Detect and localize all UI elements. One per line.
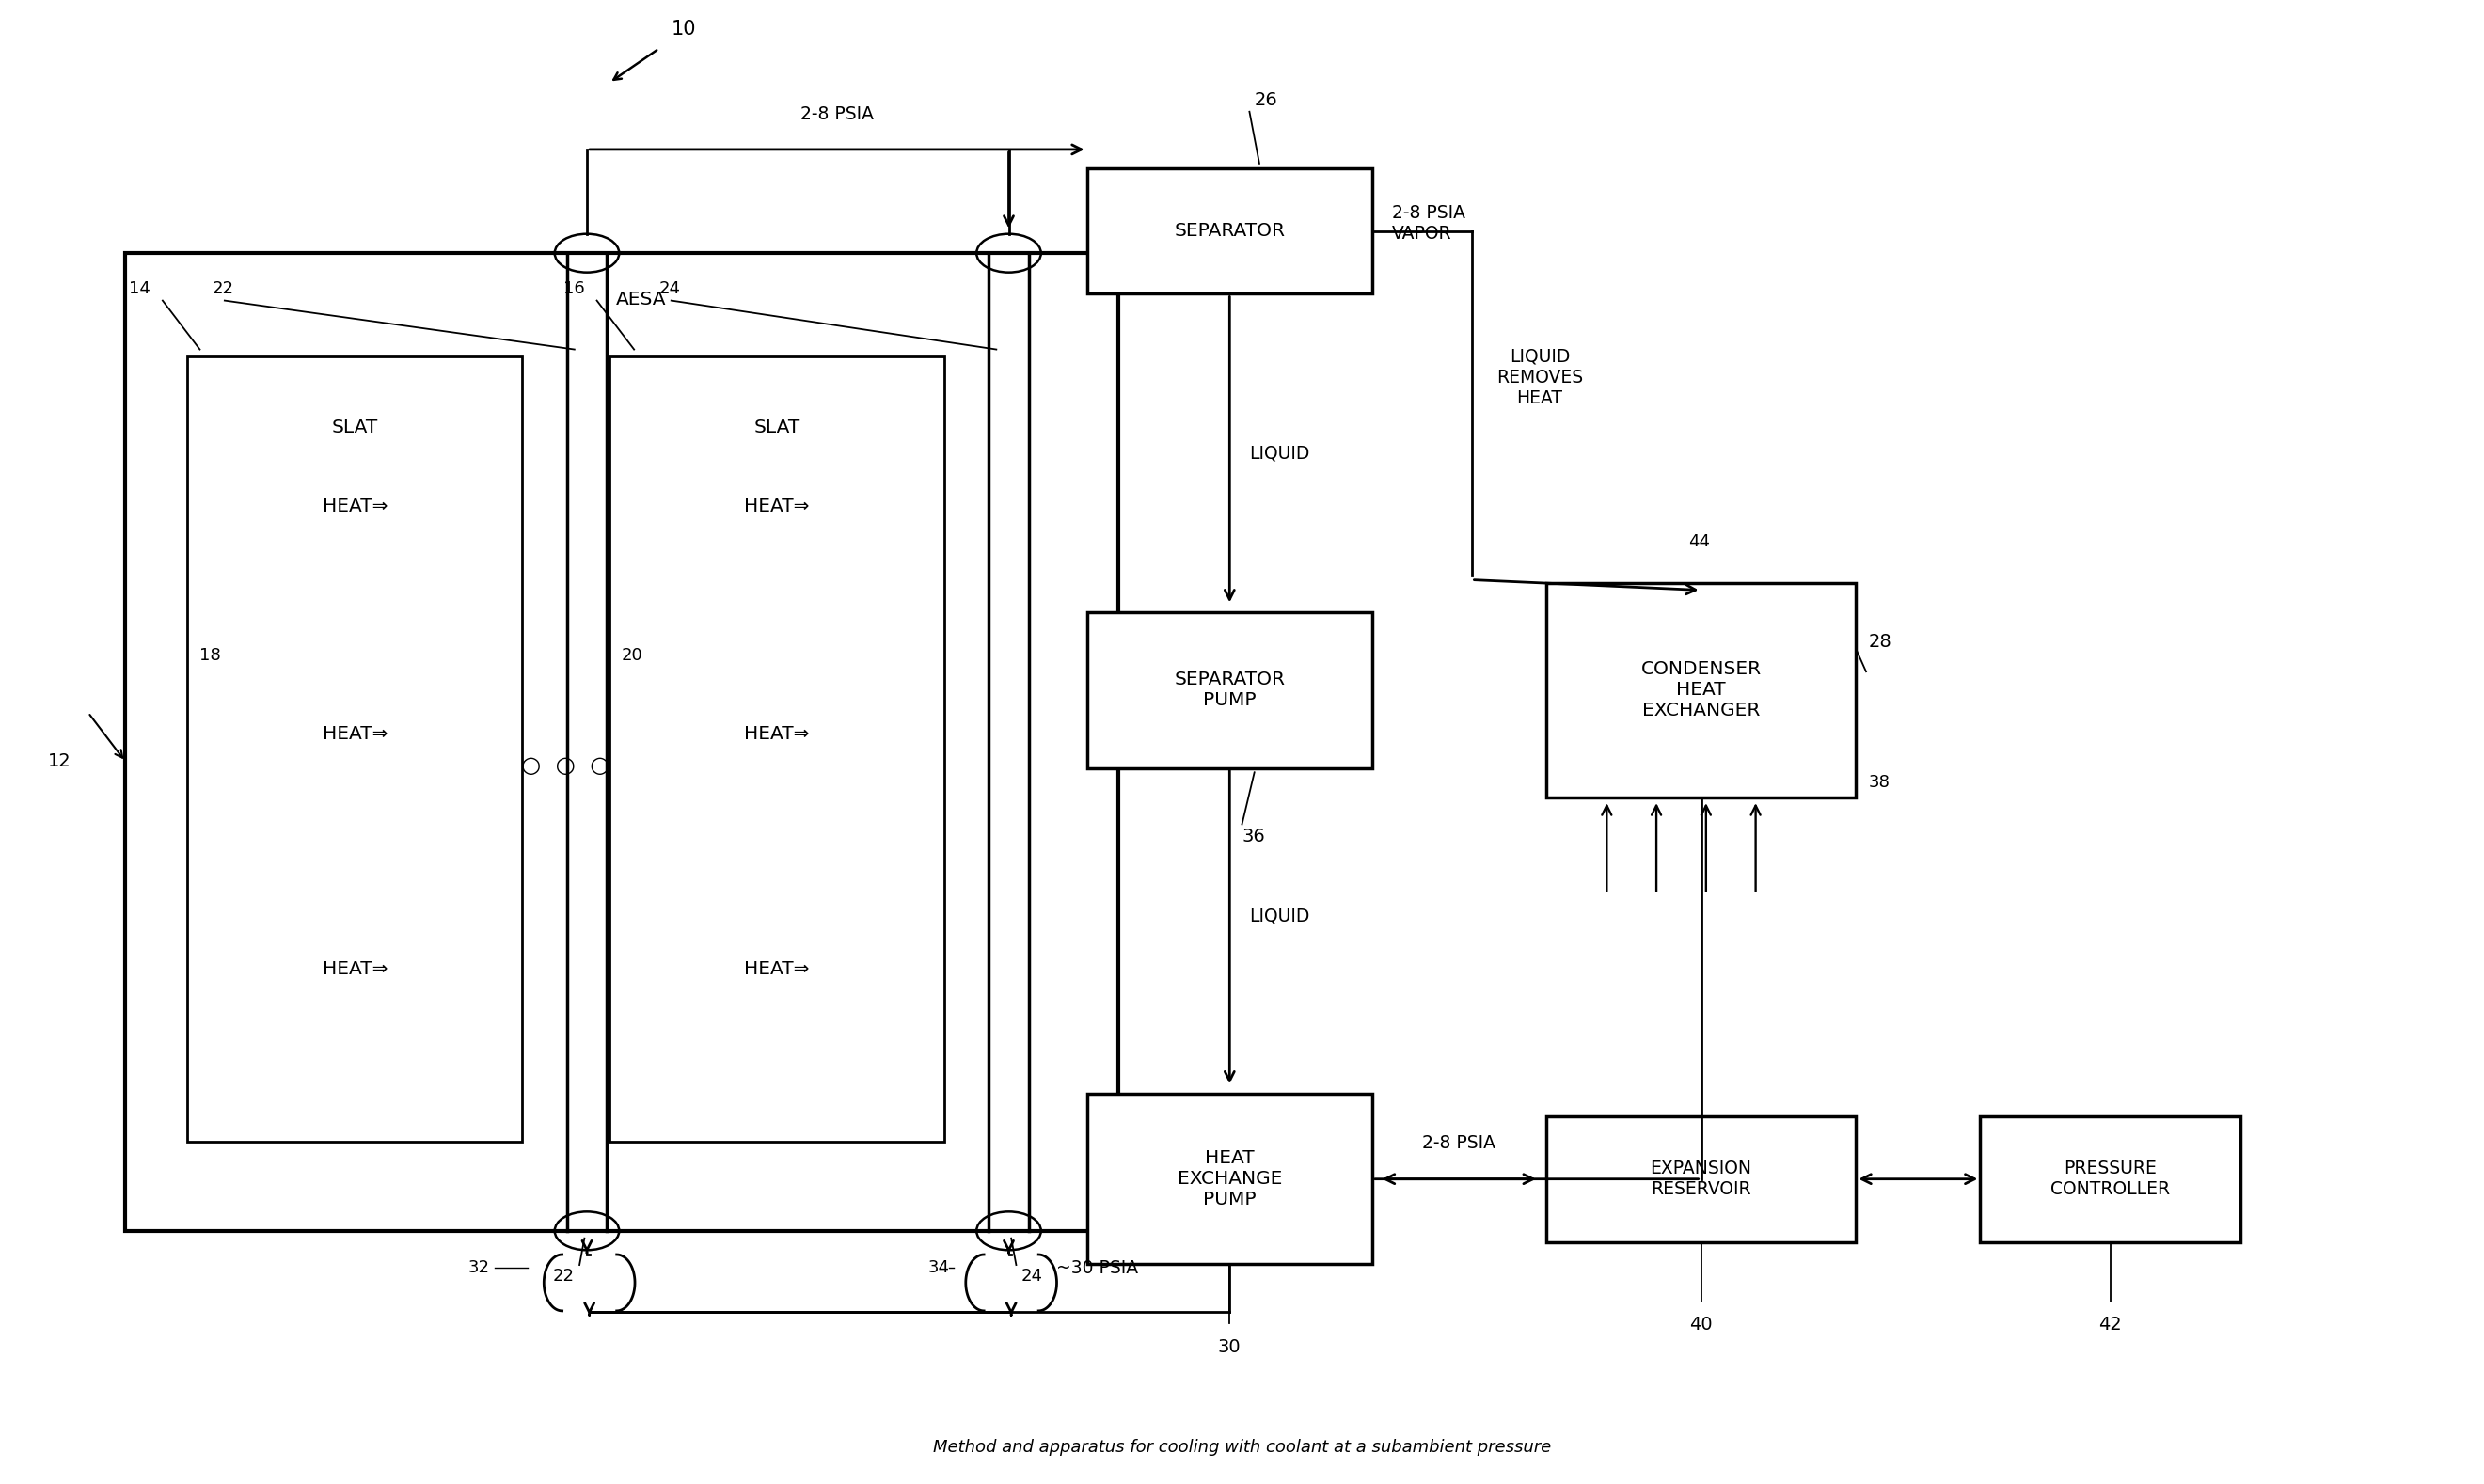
Text: SLAT: SLAT: [333, 418, 378, 436]
Text: HEAT⇒: HEAT⇒: [745, 724, 810, 742]
Bar: [1545, 1116, 1856, 1242]
Text: HEAT⇒: HEAT⇒: [745, 960, 810, 978]
Text: 10: 10: [671, 19, 696, 39]
Text: 22: 22: [211, 280, 233, 298]
Text: 34: 34: [927, 1260, 949, 1276]
Text: 20: 20: [621, 647, 643, 663]
Text: 40: 40: [1689, 1316, 1711, 1334]
Text: 30: 30: [1217, 1339, 1242, 1356]
Text: SEPARATOR
PUMP: SEPARATOR PUMP: [1175, 671, 1284, 709]
Text: ○  ○  ○: ○ ○ ○: [522, 754, 611, 776]
Text: 36: 36: [1242, 827, 1264, 844]
Text: 16: 16: [564, 280, 584, 298]
Text: 18: 18: [199, 647, 221, 663]
Text: SLAT: SLAT: [753, 418, 800, 436]
Text: 2-8 PSIA: 2-8 PSIA: [800, 105, 874, 123]
Bar: [1088, 613, 1371, 767]
Bar: [609, 356, 944, 1143]
Text: 12: 12: [47, 752, 70, 770]
Text: 2-8 PSIA
VAPOR: 2-8 PSIA VAPOR: [1391, 205, 1466, 243]
Text: 22: 22: [554, 1267, 574, 1285]
Text: 2-8 PSIA: 2-8 PSIA: [1423, 1134, 1495, 1153]
Text: ~30 PSIA: ~30 PSIA: [1056, 1258, 1138, 1276]
Text: LIQUID: LIQUID: [1249, 907, 1309, 925]
Bar: [124, 254, 1118, 1230]
Text: 24: 24: [658, 280, 681, 298]
Text: AESA: AESA: [616, 291, 666, 309]
Text: CONDENSER
HEAT
EXCHANGER: CONDENSER HEAT EXCHANGER: [1642, 660, 1761, 720]
Bar: [1980, 1116, 2241, 1242]
Text: 44: 44: [1689, 533, 1711, 551]
Bar: [186, 356, 522, 1143]
Text: 38: 38: [1868, 775, 1890, 791]
Text: 14: 14: [129, 280, 149, 298]
Text: HEAT⇒: HEAT⇒: [323, 960, 388, 978]
Text: LIQUID
REMOVES
HEAT: LIQUID REMOVES HEAT: [1495, 347, 1582, 407]
Text: 28: 28: [1868, 634, 1893, 651]
Bar: [1088, 168, 1371, 294]
Text: HEAT
EXCHANGE
PUMP: HEAT EXCHANGE PUMP: [1177, 1150, 1282, 1208]
Text: SEPARATOR: SEPARATOR: [1175, 223, 1284, 240]
Text: HEAT⇒: HEAT⇒: [323, 724, 388, 742]
Text: 26: 26: [1254, 91, 1277, 108]
Text: 32: 32: [469, 1260, 489, 1276]
Bar: [1545, 583, 1856, 797]
Text: LIQUID: LIQUID: [1249, 444, 1309, 462]
Text: 42: 42: [2099, 1316, 2121, 1334]
Text: Method and apparatus for cooling with coolant at a subambient pressure: Method and apparatus for cooling with co…: [934, 1439, 1550, 1456]
Text: PRESSURE
CONTROLLER: PRESSURE CONTROLLER: [2052, 1159, 2171, 1198]
Text: HEAT⇒: HEAT⇒: [745, 497, 810, 515]
Text: HEAT⇒: HEAT⇒: [323, 497, 388, 515]
Text: EXPANSION
RESERVOIR: EXPANSION RESERVOIR: [1649, 1159, 1751, 1198]
Text: 24: 24: [1021, 1267, 1043, 1285]
Bar: [1088, 1094, 1371, 1264]
